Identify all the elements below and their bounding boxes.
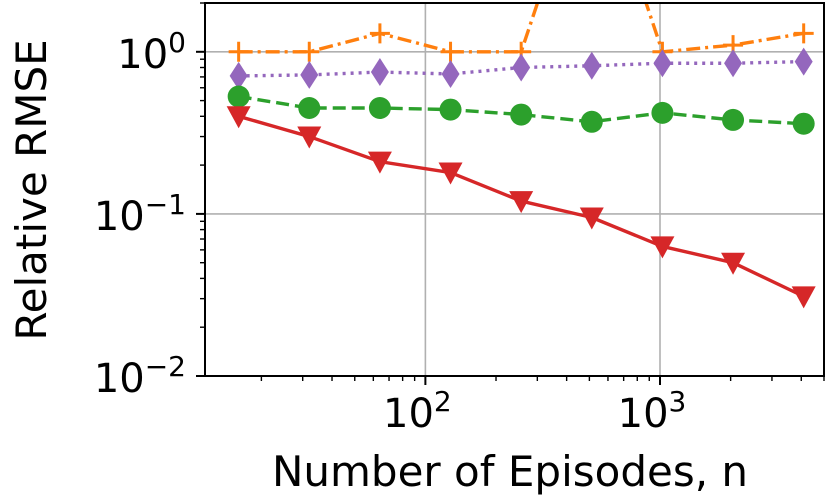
data-point — [579, 207, 604, 230]
data-point — [722, 108, 745, 131]
data-point — [298, 97, 321, 120]
data-point — [510, 103, 533, 126]
data-point — [439, 98, 462, 121]
data-point — [653, 49, 672, 78]
data-point — [297, 126, 322, 149]
data-point — [792, 112, 815, 135]
y-axis-label: Relative RMSE — [7, 39, 56, 340]
data-point — [580, 110, 603, 133]
data-point — [226, 106, 251, 129]
data-point — [300, 60, 319, 89]
data-point — [229, 61, 248, 90]
data-point — [509, 191, 534, 214]
data-point — [651, 101, 674, 124]
data-point — [228, 41, 249, 62]
data-point — [721, 252, 746, 275]
data-point — [370, 58, 389, 87]
x-tick-label: 102 — [383, 385, 452, 437]
y-tick-label: 10−2 — [94, 350, 186, 402]
data-point — [582, 51, 601, 80]
series-diamond — [229, 47, 813, 90]
data-point — [438, 162, 463, 185]
data-point — [299, 41, 320, 62]
data-point — [441, 59, 460, 88]
series-triangle-down — [226, 106, 816, 309]
y-tick-label: 100 — [117, 26, 186, 78]
data-point — [368, 97, 391, 120]
data-point — [512, 53, 531, 82]
series-line — [238, 3, 804, 54]
series-line — [238, 94, 804, 126]
data-point — [650, 236, 675, 259]
data-point — [793, 23, 814, 44]
y-tick-label: 10−1 — [94, 188, 186, 240]
data-point — [227, 85, 250, 108]
data-point — [369, 23, 390, 44]
x-tick-label: 103 — [618, 385, 687, 437]
x-axis-label: Number of Episodes, n — [272, 447, 748, 496]
plot-frame — [204, 2, 825, 377]
data-point — [794, 47, 813, 76]
data-point — [440, 41, 461, 62]
series-plus — [228, 3, 814, 62]
series-layer — [226, 3, 816, 309]
data-point — [791, 286, 816, 309]
series-circle — [227, 85, 815, 135]
data-point — [724, 49, 743, 78]
data-point — [367, 151, 392, 174]
ticks: 102 103 100 10−1 10−2 — [94, 2, 825, 437]
